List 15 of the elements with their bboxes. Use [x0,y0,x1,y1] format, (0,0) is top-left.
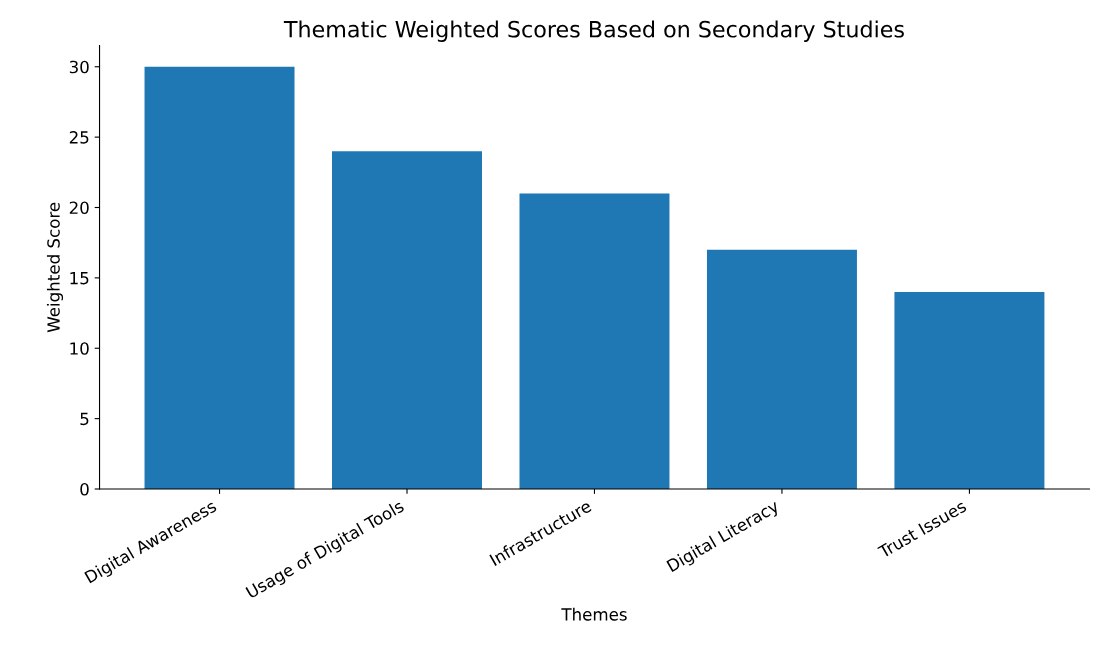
bar [144,66,295,489]
y-tick-label: 20 [69,201,89,215]
bar [706,249,857,489]
y-tick-label: 25 [69,131,89,144]
y-tick-label: 15 [70,272,89,285]
bar [519,193,670,489]
bar [894,291,1045,489]
y-tick-label: 30 [69,60,89,74]
y-tick-label: 10 [70,342,89,355]
y-tick-label: 0 [80,482,89,496]
y-axis-title: Weighted Score [46,202,64,333]
bar [332,151,482,489]
chart-title: Thematic Weighted Scores Based on Secondary Studies [283,20,904,42]
y-tick-label: 5 [80,412,89,426]
x-axis-title: Themes [561,607,627,621]
